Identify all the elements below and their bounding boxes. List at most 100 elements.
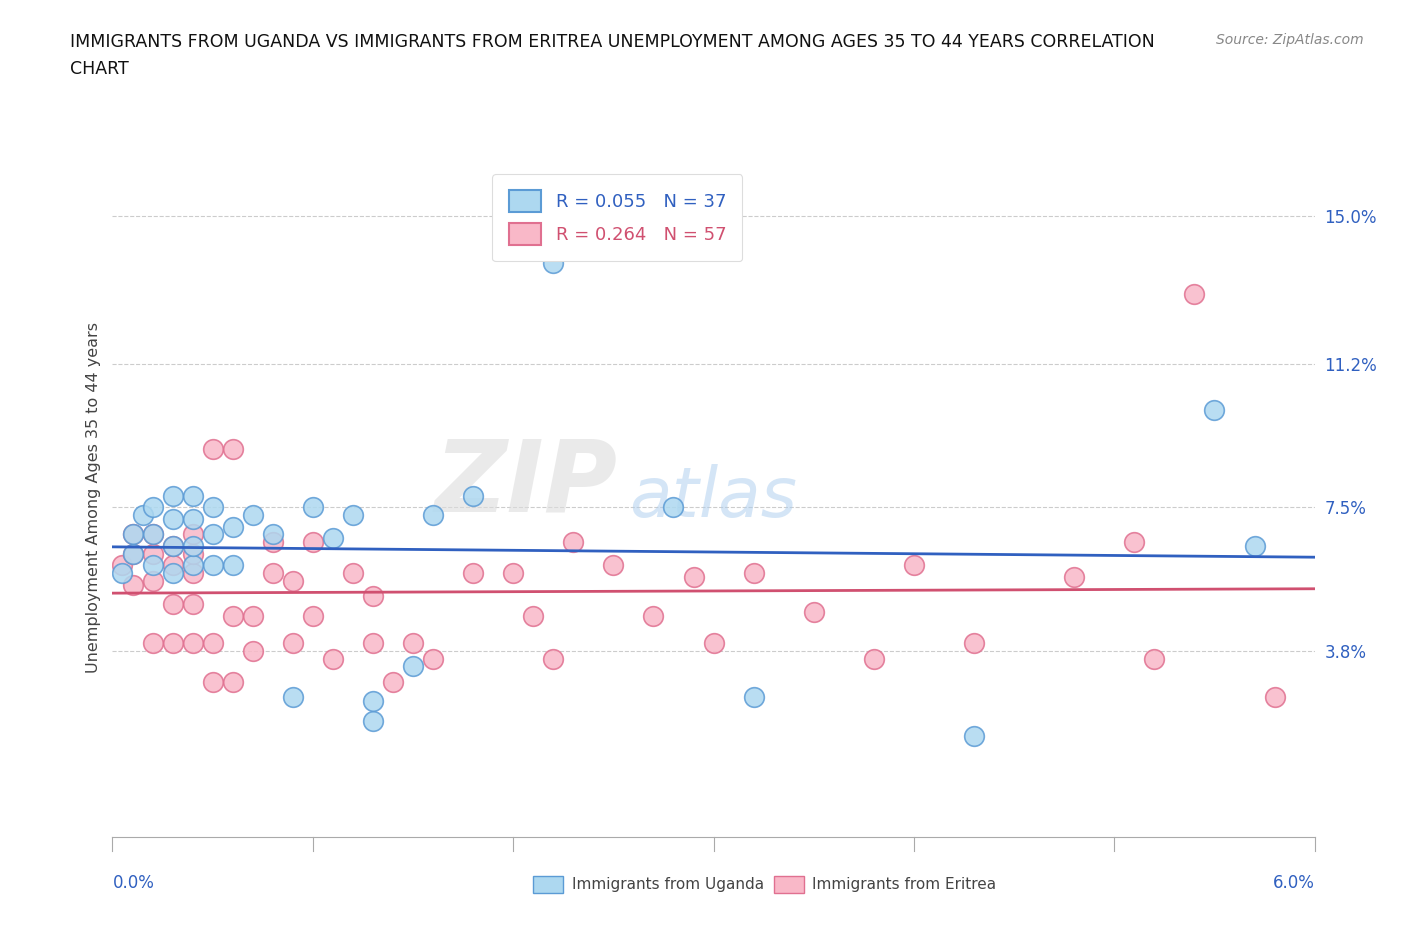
Point <box>201 527 224 542</box>
Point <box>162 538 184 553</box>
Point <box>181 546 204 561</box>
FancyBboxPatch shape <box>533 876 564 894</box>
Point <box>262 527 284 542</box>
Point <box>422 508 444 523</box>
Point <box>461 565 484 580</box>
Point <box>201 558 224 573</box>
Point <box>121 527 143 542</box>
Point <box>461 488 484 503</box>
Point <box>562 535 585 550</box>
Point <box>662 499 685 514</box>
Legend: R = 0.055   N = 37, R = 0.264   N = 57: R = 0.055 N = 37, R = 0.264 N = 57 <box>492 174 742 261</box>
Point <box>242 508 264 523</box>
Point <box>402 635 425 650</box>
Point <box>361 635 384 650</box>
Point <box>111 558 134 573</box>
Point <box>141 574 163 589</box>
Point <box>302 535 325 550</box>
Point <box>181 635 204 650</box>
Point <box>322 531 344 546</box>
Text: Immigrants from Eritrea: Immigrants from Eritrea <box>813 877 997 892</box>
Point <box>162 635 184 650</box>
Y-axis label: Unemployment Among Ages 35 to 44 years: Unemployment Among Ages 35 to 44 years <box>86 322 101 673</box>
Point <box>1184 286 1206 301</box>
Point <box>1123 535 1146 550</box>
Point <box>222 558 245 573</box>
Point <box>201 674 224 689</box>
Point <box>422 651 444 666</box>
Point <box>543 651 565 666</box>
Point <box>141 546 163 561</box>
Point <box>262 565 284 580</box>
Point <box>281 690 304 705</box>
Point <box>162 565 184 580</box>
Point <box>121 546 143 561</box>
Text: CHART: CHART <box>70 60 129 78</box>
Point <box>1264 690 1286 705</box>
Text: ZIP: ZIP <box>434 435 617 533</box>
Point <box>162 558 184 573</box>
Point <box>222 674 245 689</box>
Point <box>162 512 184 526</box>
Point <box>242 644 264 658</box>
Point <box>302 499 325 514</box>
FancyBboxPatch shape <box>773 876 804 894</box>
Text: 6.0%: 6.0% <box>1272 874 1315 893</box>
Point <box>742 690 765 705</box>
Point <box>262 535 284 550</box>
Point <box>111 565 134 580</box>
Text: Immigrants from Uganda: Immigrants from Uganda <box>572 877 763 892</box>
Point <box>382 674 405 689</box>
Point <box>201 442 224 457</box>
Point <box>131 508 153 523</box>
Point <box>361 713 384 728</box>
Point <box>121 527 143 542</box>
Point <box>222 442 245 457</box>
Point <box>162 538 184 553</box>
Point <box>181 538 204 553</box>
Point <box>1243 538 1265 553</box>
Point <box>502 565 524 580</box>
Point <box>121 578 143 592</box>
Point <box>201 635 224 650</box>
Point <box>162 488 184 503</box>
Point <box>803 604 825 619</box>
Point <box>862 651 886 666</box>
Point <box>302 608 325 623</box>
Point <box>181 597 204 612</box>
Point <box>222 608 245 623</box>
Point <box>963 729 986 744</box>
Point <box>361 694 384 709</box>
Point <box>963 635 986 650</box>
Point <box>1204 403 1226 418</box>
Point <box>201 499 224 514</box>
Point <box>322 651 344 666</box>
Point <box>121 546 143 561</box>
Point <box>1063 570 1085 585</box>
Text: atlas: atlas <box>630 464 797 531</box>
Point <box>281 635 304 650</box>
Point <box>361 589 384 604</box>
Point <box>643 608 665 623</box>
Text: Source: ZipAtlas.com: Source: ZipAtlas.com <box>1216 33 1364 46</box>
Point <box>281 574 304 589</box>
Point <box>222 519 245 534</box>
Point <box>141 527 163 542</box>
Point <box>141 527 163 542</box>
Point <box>181 488 204 503</box>
Point <box>181 565 204 580</box>
Point <box>702 635 725 650</box>
Text: 0.0%: 0.0% <box>112 874 155 893</box>
Point <box>903 558 925 573</box>
Point <box>162 597 184 612</box>
Point <box>141 558 163 573</box>
Point <box>181 527 204 542</box>
Point <box>682 570 704 585</box>
Point <box>522 608 544 623</box>
Text: IMMIGRANTS FROM UGANDA VS IMMIGRANTS FROM ERITREA UNEMPLOYMENT AMONG AGES 35 TO : IMMIGRANTS FROM UGANDA VS IMMIGRANTS FRO… <box>70 33 1156 50</box>
Point <box>602 558 624 573</box>
Point <box>402 658 425 673</box>
Point <box>342 508 364 523</box>
Point <box>342 565 364 580</box>
Point <box>141 635 163 650</box>
